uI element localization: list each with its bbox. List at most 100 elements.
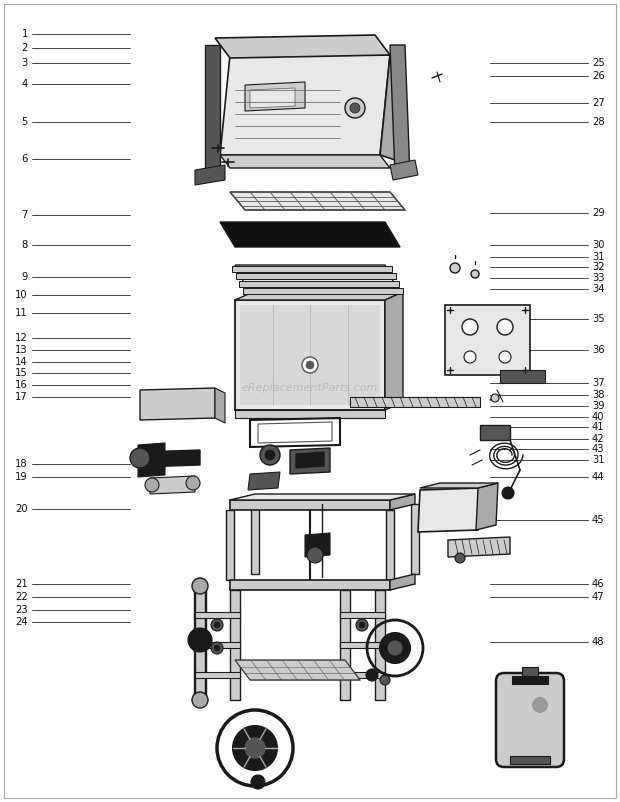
Polygon shape [386,510,394,580]
Circle shape [214,622,220,628]
Text: 13: 13 [16,346,28,355]
Polygon shape [230,580,390,590]
Polygon shape [510,756,550,764]
Polygon shape [340,612,385,618]
Circle shape [532,697,548,713]
Text: 6: 6 [22,154,28,164]
Text: 28: 28 [592,117,604,127]
Circle shape [502,487,514,499]
Text: 24: 24 [16,618,28,627]
Polygon shape [340,642,385,648]
Circle shape [350,103,360,113]
Circle shape [464,351,476,363]
Text: 22: 22 [16,593,28,602]
Polygon shape [150,476,195,494]
Text: 33: 33 [592,273,604,283]
Circle shape [366,669,378,681]
Text: 46: 46 [592,579,604,589]
Polygon shape [476,483,498,530]
Circle shape [302,357,318,373]
Polygon shape [230,192,405,210]
Polygon shape [411,504,419,574]
Text: 18: 18 [16,459,28,468]
Text: 21: 21 [16,579,28,589]
Circle shape [491,394,499,402]
Polygon shape [251,504,259,574]
Circle shape [192,578,208,594]
Text: 27: 27 [592,98,604,107]
Polygon shape [418,488,480,532]
Polygon shape [500,370,545,383]
Polygon shape [240,305,380,405]
Circle shape [471,270,479,278]
Polygon shape [194,586,206,700]
Circle shape [145,478,159,492]
Circle shape [233,726,277,770]
Text: 15: 15 [16,368,28,378]
Text: 37: 37 [592,379,604,388]
Text: 41: 41 [592,423,604,432]
Polygon shape [140,450,200,467]
Circle shape [356,619,368,631]
Polygon shape [385,292,403,410]
Text: 38: 38 [592,390,604,399]
Polygon shape [140,388,215,420]
Text: 47: 47 [592,593,604,602]
Polygon shape [226,510,234,580]
Polygon shape [236,273,396,279]
Circle shape [211,619,223,631]
Text: 43: 43 [592,444,604,454]
Polygon shape [215,35,390,58]
Text: 20: 20 [16,504,28,514]
Text: 39: 39 [592,401,604,411]
Polygon shape [390,45,410,175]
Text: 45: 45 [592,515,604,525]
Text: 31: 31 [592,455,604,464]
Polygon shape [243,288,403,294]
Text: 35: 35 [592,314,604,324]
Polygon shape [138,443,165,457]
Text: 40: 40 [592,412,604,422]
Text: 44: 44 [592,472,604,482]
Polygon shape [239,281,399,287]
Circle shape [130,448,150,468]
Text: 34: 34 [592,284,604,294]
Text: 2: 2 [22,43,28,53]
Polygon shape [195,612,240,618]
Text: 10: 10 [16,290,28,300]
Polygon shape [235,300,385,410]
Polygon shape [380,55,405,160]
Text: 17: 17 [16,392,28,402]
Circle shape [188,628,212,652]
Text: 36: 36 [592,346,604,355]
Text: 12: 12 [16,334,28,343]
Polygon shape [220,55,390,155]
Polygon shape [420,483,498,488]
Circle shape [211,642,223,654]
Polygon shape [220,222,400,247]
Text: 31: 31 [592,252,604,261]
Circle shape [359,622,365,628]
Circle shape [307,547,323,563]
Circle shape [186,476,200,490]
Text: 30: 30 [592,241,604,250]
Circle shape [345,98,365,118]
Text: 25: 25 [592,58,604,67]
Polygon shape [290,448,330,474]
Text: 42: 42 [592,434,604,444]
Polygon shape [340,590,350,700]
Circle shape [260,445,280,465]
Polygon shape [390,574,415,590]
Text: 29: 29 [592,208,604,217]
Polygon shape [390,494,415,510]
Text: 23: 23 [16,605,28,614]
Circle shape [306,361,314,369]
Text: 1: 1 [22,29,28,38]
Text: 26: 26 [592,71,604,81]
Circle shape [245,738,265,758]
Polygon shape [522,667,538,676]
Polygon shape [195,590,205,700]
Polygon shape [390,160,418,180]
Polygon shape [340,672,385,678]
Polygon shape [232,265,392,272]
